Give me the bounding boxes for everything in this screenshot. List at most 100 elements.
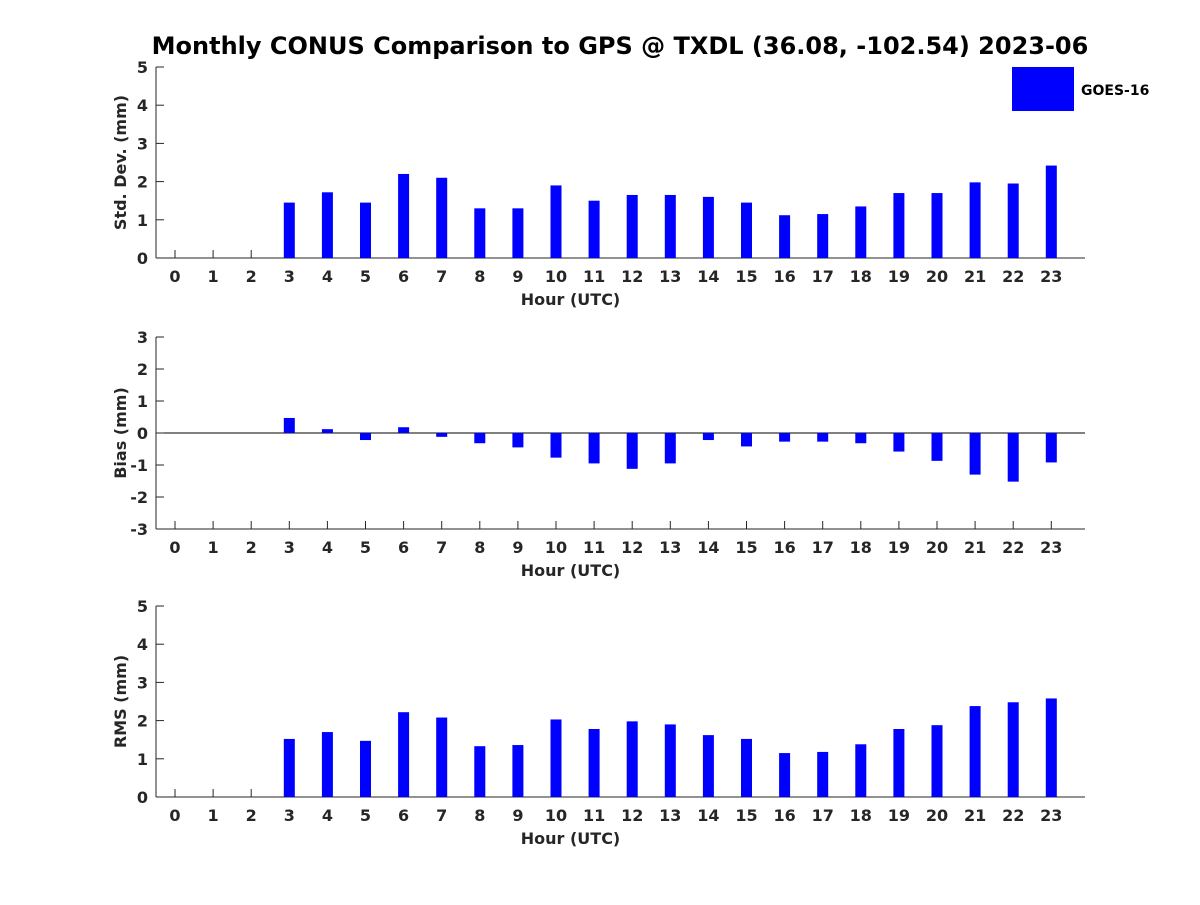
x-tick-label: 21	[964, 267, 986, 286]
bar-std-hour-11	[588, 200, 600, 258]
bar-bias-hour-10	[550, 433, 562, 458]
y-tick-label: 1	[137, 211, 148, 230]
x-tick-label: 20	[926, 806, 948, 825]
x-tick-label: 4	[322, 267, 333, 286]
bar-std-hour-22	[1007, 183, 1019, 258]
x-tick-label: 1	[208, 538, 219, 557]
y-tick-label: 5	[137, 597, 148, 616]
x-tick-label: 14	[697, 538, 719, 557]
bar-std-hour-4	[321, 192, 333, 258]
x-tick-label: 6	[398, 806, 409, 825]
x-tick-label: 11	[583, 806, 605, 825]
x-tick-label: 4	[322, 806, 333, 825]
bar-rms-hour-3	[283, 738, 295, 797]
bar-std-hour-17	[817, 214, 829, 258]
bar-std-hour-3	[283, 202, 295, 258]
x-tick-label: 15	[735, 538, 757, 557]
bar-std-hour-15	[741, 202, 752, 258]
x-tick-label: 2	[246, 267, 257, 286]
x-tick-label: 20	[926, 538, 948, 557]
bar-bias-hour-8	[474, 433, 486, 444]
y-tick-label: -2	[130, 488, 148, 507]
x-tick-label: 2	[246, 538, 257, 557]
bar-bias-hour-15	[741, 433, 752, 447]
bar-rms-hour-18	[855, 744, 867, 797]
bar-std-hour-13	[664, 194, 676, 258]
bar-rms-hour-15	[741, 738, 752, 797]
bar-rms-hour-7	[436, 717, 448, 797]
x-tick-label: 5	[360, 538, 371, 557]
x-tick-label: 11	[583, 267, 605, 286]
y-tick-label: 2	[137, 712, 148, 731]
x-tick-label: 2	[246, 806, 257, 825]
legend: GOES-16	[1012, 67, 1149, 111]
x-tick-label: 23	[1040, 806, 1062, 825]
y-tick-label: 2	[137, 360, 148, 379]
x-tick-label: 6	[398, 538, 409, 557]
x-tick-label: 22	[1002, 538, 1024, 557]
x-tick-label: 17	[812, 538, 834, 557]
x-tick-label: 18	[850, 538, 872, 557]
bar-bias-hour-20	[931, 433, 943, 461]
x-tick-label: 10	[545, 267, 567, 286]
bar-rms-hour-9	[512, 745, 524, 797]
bar-bias-hour-6	[398, 427, 410, 433]
bar-rms-hour-17	[817, 751, 829, 797]
x-tick-label: 16	[773, 806, 795, 825]
bar-std-hour-8	[474, 208, 486, 258]
legend-label: GOES-16	[1081, 83, 1149, 99]
bar-bias-hour-17	[817, 433, 829, 442]
x-tick-label: 8	[474, 806, 485, 825]
bar-std-hour-16	[779, 215, 791, 258]
bar-std-hour-19	[893, 193, 905, 258]
bar-std-hour-6	[398, 173, 410, 258]
y-tick-label: 3	[137, 328, 148, 347]
y-tick-label: -3	[130, 520, 148, 539]
bar-bias-hour-13	[664, 433, 676, 464]
y-tick-label: 0	[137, 424, 148, 443]
x-tick-label: 7	[436, 806, 447, 825]
bar-rms-hour-4	[321, 732, 333, 797]
x-tick-label: 7	[436, 538, 447, 557]
bar-bias-hour-11	[588, 433, 600, 464]
bar-bias-hour-5	[360, 433, 371, 441]
y-tick-label: 4	[137, 96, 148, 115]
x-tick-label: 20	[926, 267, 948, 286]
x-tick-label: 6	[398, 267, 409, 286]
y-axis-label: Bias (mm)	[111, 387, 130, 479]
x-tick-label: 9	[512, 538, 523, 557]
x-tick-label: 16	[773, 538, 795, 557]
bar-rms-hour-8	[474, 746, 486, 797]
y-axis-label: Std. Dev. (mm)	[111, 95, 130, 230]
x-tick-label: 13	[659, 538, 681, 557]
x-tick-label: 17	[812, 267, 834, 286]
bar-bias-hour-14	[702, 433, 714, 441]
x-tick-label: 12	[621, 806, 643, 825]
x-tick-label: 1	[208, 267, 219, 286]
x-tick-label: 3	[284, 267, 295, 286]
bar-bias-hour-16	[779, 433, 791, 442]
x-tick-label: 3	[284, 806, 295, 825]
x-tick-label: 13	[659, 267, 681, 286]
bar-rms-hour-16	[779, 753, 791, 797]
x-tick-label: 11	[583, 538, 605, 557]
x-tick-label: 21	[964, 806, 986, 825]
x-tick-label: 5	[360, 806, 371, 825]
x-tick-label: 12	[621, 267, 643, 286]
x-tick-label: 23	[1040, 267, 1062, 286]
x-tick-label: 18	[850, 806, 872, 825]
bar-std-hour-21	[969, 182, 981, 258]
y-tick-label: 3	[137, 673, 148, 692]
x-tick-label: 0	[169, 267, 180, 286]
x-tick-label: 12	[621, 538, 643, 557]
bar-bias-hour-22	[1007, 433, 1019, 482]
y-axis-label: RMS (mm)	[111, 655, 130, 748]
y-tick-label: 0	[137, 249, 148, 268]
bar-std-hour-7	[436, 177, 448, 258]
legend-swatch	[1012, 67, 1074, 111]
x-tick-label: 18	[850, 267, 872, 286]
bar-rms-hour-14	[702, 735, 714, 797]
